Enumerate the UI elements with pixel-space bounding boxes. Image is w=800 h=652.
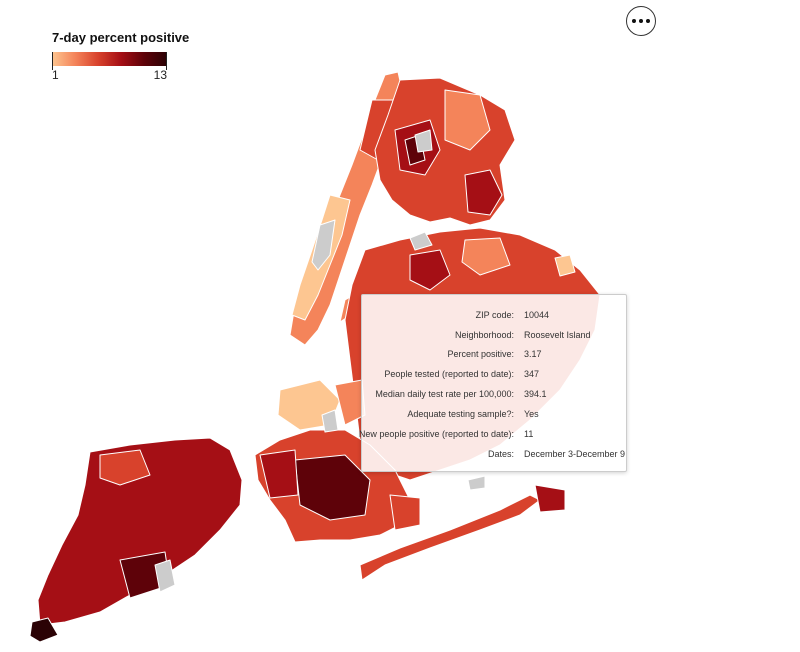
tooltip-label: People tested (reported to date): xyxy=(384,369,514,379)
bronx-zip-area[interactable] xyxy=(444,89,491,151)
legend-color-scale xyxy=(52,52,167,66)
bronx-zip-area[interactable] xyxy=(464,169,503,216)
tooltip-label: Dates: xyxy=(487,449,514,459)
tooltip-value: Roosevelt Island xyxy=(524,330,591,340)
tooltip-label: Adequate testing sample?: xyxy=(407,409,514,419)
zip-tooltip: ZIP code: 10044 Neighborhood: Roosevelt … xyxy=(358,294,627,472)
tooltip-row: Adequate testing sample?: Yes xyxy=(362,409,626,421)
brooklyn-zip-area[interactable] xyxy=(294,454,371,521)
legend-tick-line-min xyxy=(52,52,53,70)
tooltip-label: ZIP code: xyxy=(475,310,514,320)
no-data-area xyxy=(154,559,176,593)
no-data-area xyxy=(321,409,339,433)
tooltip-row: Median daily test rate per 100,000: 394.… xyxy=(362,389,626,401)
tooltip-value: 11 xyxy=(524,429,534,439)
tooltip-label: Median daily test rate per 100,000: xyxy=(375,389,514,399)
tooltip-row: People tested (reported to date): 347 xyxy=(362,369,626,381)
tooltip-row: Dates: December 3-December 9 xyxy=(362,449,626,461)
tooltip-row: Neighborhood: Roosevelt Island xyxy=(362,330,626,342)
queens-zip-area[interactable] xyxy=(409,249,451,291)
more-horizontal-icon xyxy=(631,19,652,23)
tooltip-value: 394.1 xyxy=(524,389,547,399)
tooltip-label: Neighborhood: xyxy=(454,330,514,340)
tooltip-row: ZIP code: 10044 xyxy=(362,310,626,322)
no-data-area xyxy=(467,475,486,491)
more-options-button[interactable] xyxy=(626,6,656,36)
brooklyn-zip-area[interactable] xyxy=(259,449,299,499)
queens-zip-area[interactable] xyxy=(554,254,576,277)
tooltip-value: 3.17 xyxy=(524,349,542,359)
rockaway-zip-area[interactable] xyxy=(534,484,566,513)
map-legend: 7-day percent positive 1 13 xyxy=(52,30,189,82)
tooltip-value: Yes xyxy=(524,409,539,419)
legend-ticks: 1 13 xyxy=(52,52,167,82)
tooltip-label: Percent positive: xyxy=(447,349,514,359)
tooltip-row: New people positive (reported to date): … xyxy=(358,429,626,441)
brooklyn-zip-area[interactable] xyxy=(389,494,421,531)
tooltip-value: 10044 xyxy=(524,310,550,320)
rockaway-zip-area[interactable] xyxy=(359,494,541,581)
legend-tick-line-max xyxy=(166,52,167,70)
staten-island-zip-area[interactable] xyxy=(29,617,59,643)
tooltip-label: New people positive (reported to date): xyxy=(358,429,514,439)
no-data-area xyxy=(414,129,433,153)
legend-title: 7-day percent positive xyxy=(52,30,190,45)
legend-min-label: 1 xyxy=(52,68,59,82)
staten-island-zip-area[interactable] xyxy=(99,449,151,486)
queens-zip-area[interactable] xyxy=(461,237,511,276)
tooltip-value: 347 xyxy=(524,369,540,379)
no-data-area xyxy=(409,231,433,251)
legend-max-label: 13 xyxy=(153,68,167,82)
tooltip-row: Percent positive: 3.17 xyxy=(362,349,626,361)
no-data-area xyxy=(311,219,336,271)
tooltip-value: December 3-December 9 xyxy=(524,449,626,459)
